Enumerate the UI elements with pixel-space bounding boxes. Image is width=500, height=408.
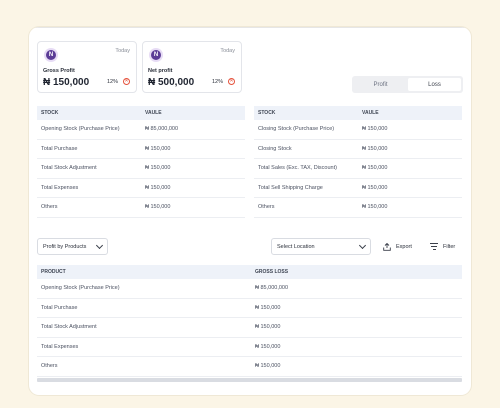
table-row: Total Purchase ₦ 150,000 bbox=[37, 299, 462, 318]
export-label: Export bbox=[396, 243, 412, 250]
export-icon bbox=[383, 242, 391, 251]
opening-stock-table: STOCK VAULE Opening Stock (Purchase Pric… bbox=[37, 106, 245, 218]
profit-by-value: Profit by Products bbox=[43, 243, 87, 250]
profit-by-dropdown[interactable]: Profit by Products bbox=[37, 238, 108, 255]
chevron-down-icon bbox=[95, 241, 104, 249]
product-loss-table: PRODUCT GROSS LOSS Opening Stock (Purcha… bbox=[37, 265, 462, 377]
profit-loss-toggle: Profit Loss bbox=[352, 76, 463, 93]
table-row: Total Expenses ₦ 150,000 bbox=[37, 338, 462, 357]
table-row: Opening Stock (Purchase Price) ₦ 85,000,0… bbox=[37, 279, 462, 299]
filter-icon bbox=[430, 243, 438, 250]
table-row: Others ₦ 150,000 bbox=[37, 357, 462, 377]
table-row: Total Stock Adjustment ₦ 150,000 bbox=[37, 318, 462, 338]
export-button[interactable]: Export bbox=[383, 238, 412, 255]
card-percentage: 12% bbox=[106, 79, 118, 85]
card-amount: ₦ 150,000 bbox=[43, 77, 90, 88]
toggle-loss[interactable]: Loss bbox=[408, 78, 461, 91]
card-label: Gross Profit bbox=[43, 68, 75, 74]
card-label: Net profit bbox=[148, 68, 173, 74]
table-row: Total Stock Adjustment ₦ 150,000 bbox=[37, 159, 245, 179]
column-header: PRODUCT bbox=[41, 269, 66, 275]
gross-profit-card: N Today Gross Profit ₦ 150,000 12% ✕ bbox=[37, 41, 137, 93]
net-profit-card: N Today Net profit ₦ 500,000 12% ✕ bbox=[142, 41, 242, 93]
column-header: STOCK bbox=[258, 110, 276, 116]
table-header: PRODUCT GROSS LOSS bbox=[37, 265, 462, 279]
card-period: Today bbox=[220, 48, 235, 54]
column-header: VAULE bbox=[362, 110, 379, 116]
card-period: Today bbox=[115, 48, 130, 54]
table-row: Total Sales (Exc. TAX, Discount) ₦ 150,00… bbox=[254, 159, 462, 179]
location-select[interactable]: Select Location bbox=[271, 238, 371, 255]
table-row: Total Purchase ₦ 150,000 bbox=[37, 140, 245, 159]
close-circle-icon: ✕ bbox=[228, 78, 235, 85]
table-row: Opening Stock (Purchase Price) ₦ 85,000,0… bbox=[37, 120, 245, 140]
table-row: Others ₦ 150,000 bbox=[254, 198, 462, 218]
column-header: VAULE bbox=[145, 110, 162, 116]
table-row: Total Sell Shipping Charge ₦ 150,000 bbox=[254, 179, 462, 198]
avatar-n-icon: N bbox=[149, 48, 163, 62]
toggle-profit[interactable]: Profit bbox=[373, 81, 388, 88]
horizontal-scrollbar[interactable] bbox=[37, 378, 462, 382]
table-row: Others ₦ 150,000 bbox=[37, 198, 245, 218]
table-header: STOCK VAULE bbox=[37, 106, 245, 120]
filter-button[interactable]: Filter bbox=[430, 238, 455, 255]
filter-label: Filter bbox=[443, 243, 456, 250]
table-row: Closing Stock ₦ 150,000 bbox=[254, 140, 462, 159]
table-header: STOCK VAULE bbox=[254, 106, 462, 120]
closing-stock-table: STOCK VAULE Closing Stock (Purchase Pric… bbox=[254, 106, 462, 218]
column-header: GROSS LOSS bbox=[255, 269, 289, 275]
avatar-n-icon: N bbox=[44, 48, 58, 62]
report-panel: N Today Gross Profit ₦ 150,000 12% ✕ N T… bbox=[29, 27, 471, 395]
column-header: STOCK bbox=[41, 110, 59, 116]
table-row: Closing Stock (Purchase Price) ₦ 150,000 bbox=[254, 120, 462, 140]
close-circle-icon: ✕ bbox=[123, 78, 130, 85]
panel-divider bbox=[29, 27, 471, 30]
location-value: Select Location bbox=[277, 243, 315, 250]
chevron-down-icon bbox=[358, 241, 367, 249]
card-amount: ₦ 500,000 bbox=[148, 77, 195, 88]
table-row: Total Expenses ₦ 150,000 bbox=[37, 179, 245, 198]
card-percentage: 12% bbox=[211, 79, 223, 85]
